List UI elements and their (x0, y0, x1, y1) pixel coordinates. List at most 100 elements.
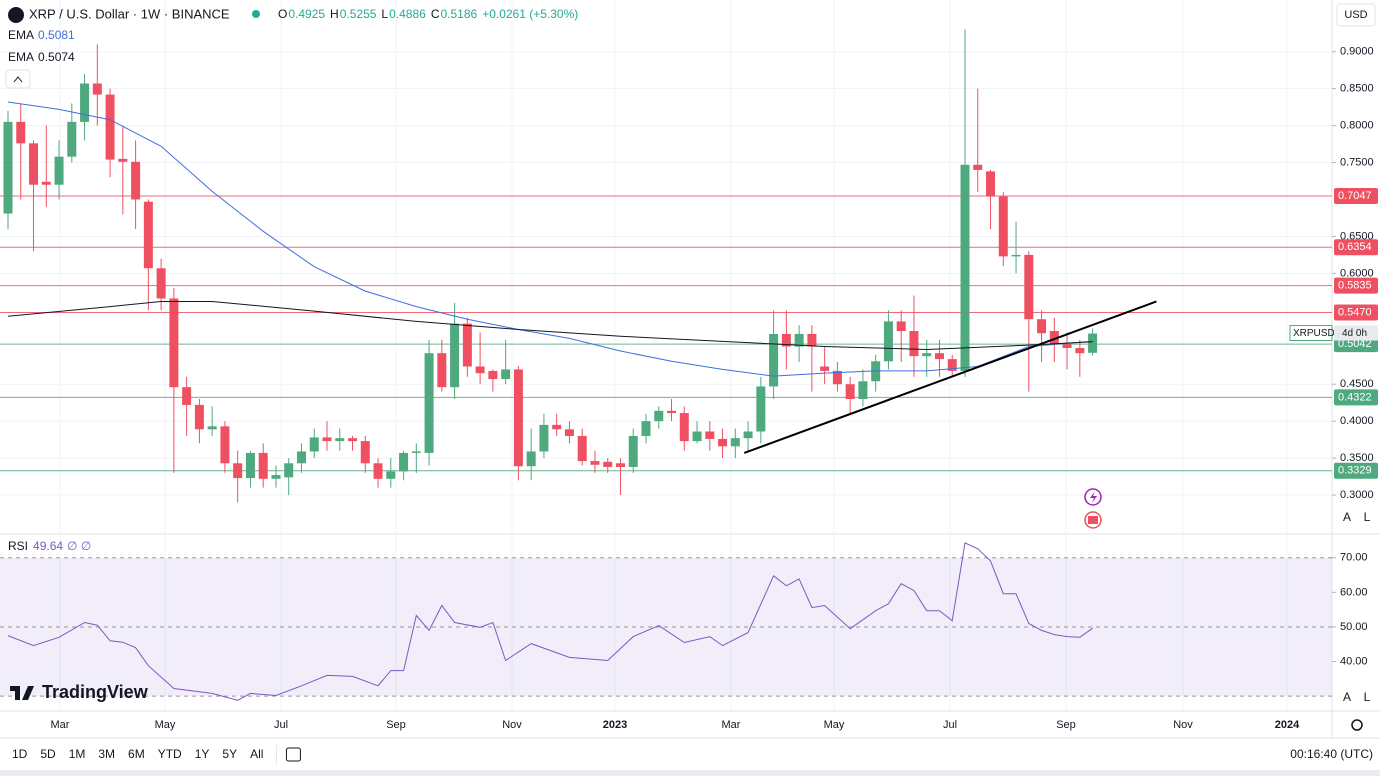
level-tag-label: 0.5470 (1338, 306, 1372, 318)
candle-body (450, 323, 460, 388)
candle-body (960, 164, 970, 371)
x-tick-label: Mar (722, 719, 741, 731)
candle-body (832, 370, 842, 385)
range-button[interactable]: 6M (128, 747, 145, 761)
candle-body (628, 435, 638, 467)
candle-body (322, 437, 332, 442)
candle-body (411, 451, 421, 453)
candle-body (845, 384, 855, 399)
range-button[interactable]: 1M (69, 747, 86, 761)
ohlc-key: C (431, 7, 440, 21)
ohlc-key: O (278, 7, 287, 21)
candle-body (718, 438, 728, 447)
calendar-icon[interactable] (285, 747, 301, 762)
level-tag (1334, 188, 1378, 205)
ema-legend-name: EMA (8, 50, 34, 64)
candle-body (156, 268, 166, 299)
x-tick-label: Mar (51, 719, 70, 731)
level-tag (1334, 304, 1378, 321)
candle-body (692, 431, 702, 442)
log-scale-button[interactable]: L (1364, 510, 1371, 524)
candle-body (998, 196, 1008, 257)
rsi-y-tick-label: 40.00 (1340, 655, 1368, 667)
candle-body (118, 158, 128, 162)
candle-body (896, 321, 906, 332)
x-tick-label: Nov (1173, 719, 1193, 731)
price-tag-box (1289, 325, 1333, 342)
range-button[interactable]: 1D (12, 747, 28, 761)
y-tick-label: 0.8500 (1340, 83, 1374, 95)
candle-body (1024, 254, 1034, 320)
candle-body (603, 461, 613, 467)
x-tick-label: 2023 (603, 719, 627, 731)
ohlc-value: 0.5255 (340, 7, 377, 21)
candle-body (309, 437, 319, 452)
rsi-y-tick-label: 70.00 (1340, 552, 1368, 564)
flag-stripes (1088, 516, 1098, 524)
rsi-legend-name: RSI (8, 539, 28, 553)
candle-body (743, 431, 753, 439)
candle-body (1075, 348, 1085, 354)
level-tag-label: 0.5835 (1338, 279, 1372, 291)
auto-scale-button[interactable]: A (1343, 690, 1351, 704)
symbol-icon (8, 7, 24, 23)
candle-body (296, 451, 306, 464)
x-tick-label: May (824, 719, 845, 731)
candle-body (769, 333, 779, 387)
x-tick-label: Jul (943, 719, 957, 731)
candle-body (29, 143, 39, 185)
range-button[interactable]: 1Y (195, 747, 210, 761)
range-button[interactable]: 5Y (222, 747, 237, 761)
auto-scale-button[interactable]: A (1343, 510, 1351, 524)
candle-body (220, 426, 230, 464)
candle-body (820, 366, 830, 371)
settings-icon[interactable] (1351, 719, 1363, 731)
candle-body (552, 424, 562, 430)
range-button[interactable]: All (250, 747, 263, 761)
y-tick-label: 0.9000 (1340, 46, 1374, 58)
candle-body (284, 463, 294, 478)
candle-body (986, 171, 996, 197)
ohlc-key: H (330, 7, 339, 21)
level-tag-label: 0.4322 (1338, 391, 1372, 403)
collapse-button[interactable] (5, 69, 31, 89)
x-tick-label: May (155, 719, 176, 731)
change: +0.0261 (+5.30%) (482, 7, 578, 21)
candle-body (105, 94, 115, 160)
log-scale-button[interactable]: L (1364, 690, 1371, 704)
candle-body (399, 452, 409, 472)
x-tick-label: Jul (274, 719, 288, 731)
currency[interactable]: USD (1344, 9, 1367, 21)
range-button[interactable]: YTD (158, 747, 182, 761)
candle-body (513, 369, 523, 467)
candle-body (1088, 333, 1098, 353)
x-tick-label: Sep (1056, 719, 1076, 731)
rsi-legend-value: 49.64 (33, 539, 63, 553)
range-button[interactable]: 5D (40, 747, 56, 761)
bottom-strip (0, 770, 1380, 776)
y-tick-label: 0.3000 (1340, 489, 1374, 501)
collapse-arrow (13, 76, 23, 83)
candle-body (1037, 319, 1047, 334)
currency-button[interactable] (1336, 3, 1376, 27)
ohlc-value: 0.5186 (440, 7, 477, 21)
candle-body (67, 121, 77, 157)
x-tick-label: Nov (502, 719, 522, 731)
countdown-box (1334, 325, 1378, 341)
candle-body (934, 353, 944, 360)
candle-body (909, 331, 919, 357)
range-button[interactable]: 3M (98, 747, 115, 761)
candle-body (143, 201, 153, 269)
candle-body (858, 381, 868, 399)
price-tag-name: XRPUSD (1293, 328, 1335, 339)
candle-body (475, 366, 485, 374)
y-tick-label: 0.4000 (1340, 415, 1374, 427)
logo: TradingView (42, 682, 149, 702)
candle-body (194, 404, 204, 430)
candle-body (437, 353, 447, 388)
level-tag (1334, 239, 1378, 256)
candle-body (1011, 254, 1021, 257)
candle-body (182, 387, 192, 405)
candle-body (41, 181, 51, 185)
